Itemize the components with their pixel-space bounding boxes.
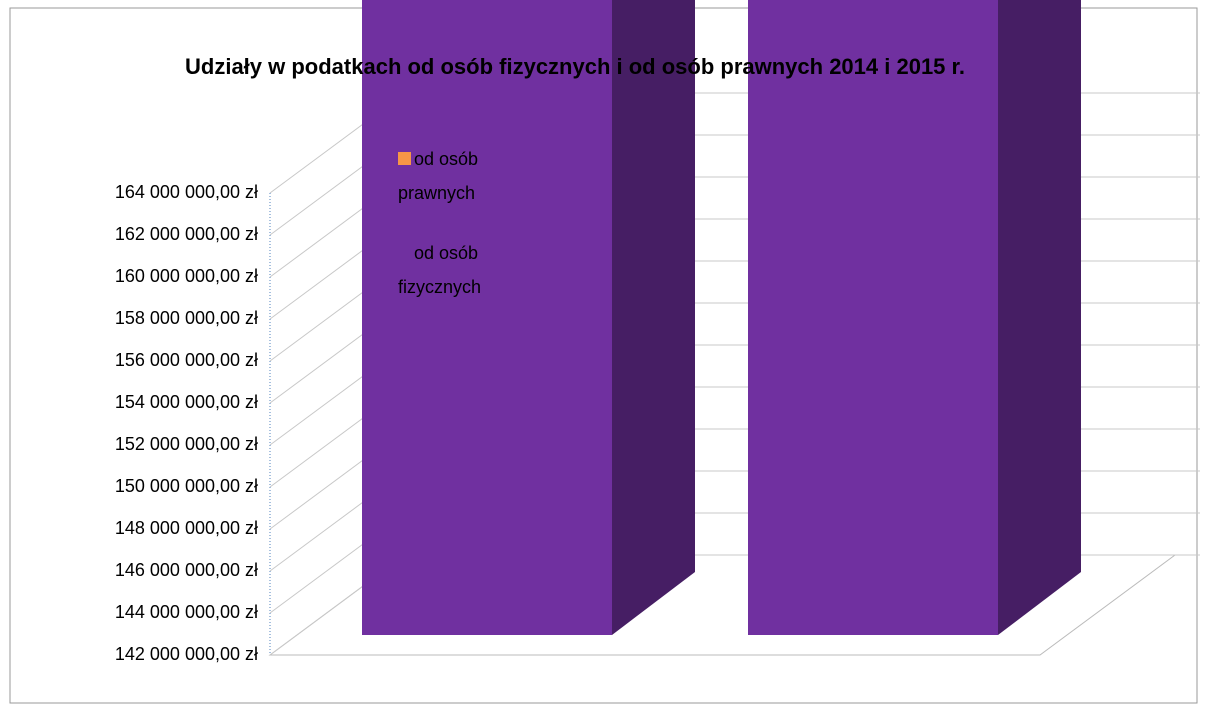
y-tick-label: 142 000 000,00 zł [115, 644, 258, 664]
y-tick-label: 164 000 000,00 zł [115, 182, 258, 202]
y-tick-label: 154 000 000,00 zł [115, 392, 258, 412]
legend-item: od osób fizycznych [398, 236, 548, 304]
y-tick-label: 146 000 000,00 zł [115, 560, 258, 580]
bar-side [612, 0, 695, 635]
y-tick-label: 144 000 000,00 zł [115, 602, 258, 622]
legend-label: od osób prawnych [398, 149, 479, 203]
legend-label: od osób fizycznych [398, 243, 482, 297]
y-tick-label: 148 000 000,00 zł [115, 518, 258, 538]
legend-item: od osób prawnych [398, 142, 548, 210]
y-tick-label: 162 000 000,00 zł [115, 224, 258, 244]
y-tick-label: 152 000 000,00 zł [115, 434, 258, 454]
y-tick-label: 160 000 000,00 zł [115, 266, 258, 286]
bar-side [998, 0, 1081, 635]
y-tick-label: 156 000 000,00 zł [115, 350, 258, 370]
chart-title: Udziały w podatkach od osób fizycznych i… [185, 54, 965, 79]
legend-swatch [398, 246, 411, 259]
bar [362, 0, 612, 635]
legend-swatch [398, 152, 411, 165]
y-tick-label: 158 000 000,00 zł [115, 308, 258, 328]
bar [748, 0, 998, 635]
y-tick-label: 150 000 000,00 zł [115, 476, 258, 496]
